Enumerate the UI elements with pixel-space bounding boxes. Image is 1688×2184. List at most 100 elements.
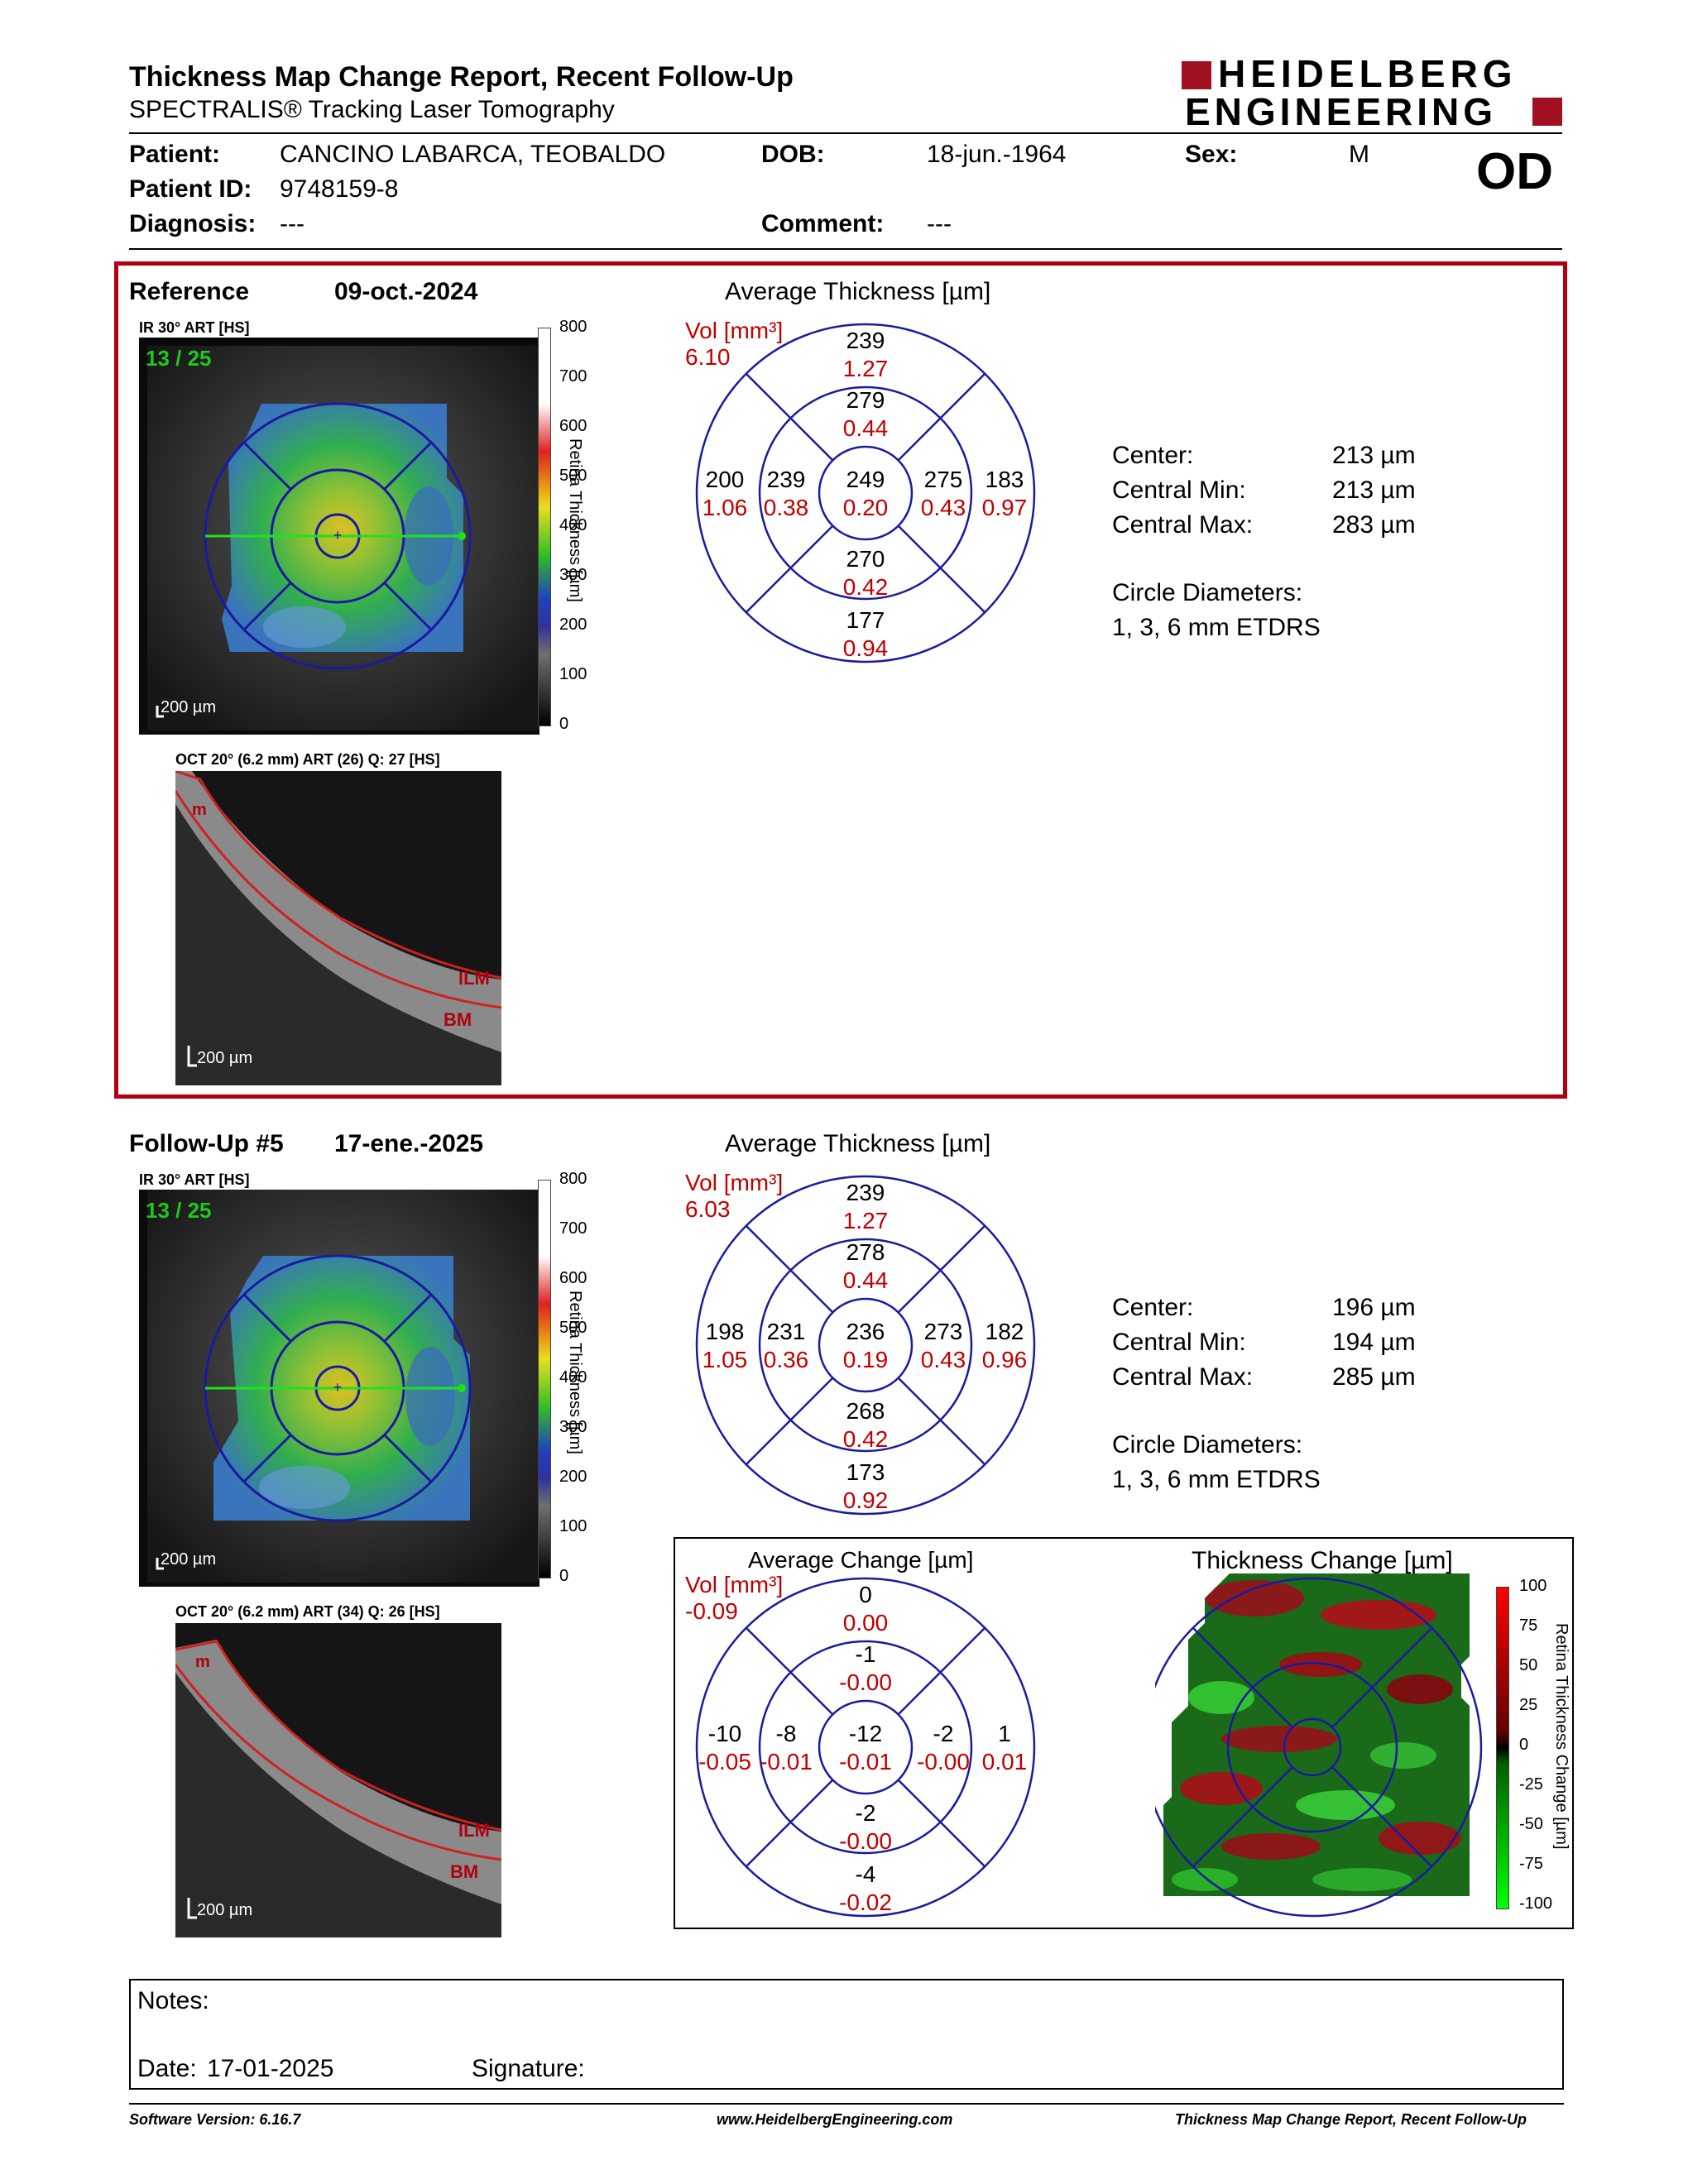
fu-center-value: 196 µm [1332,1294,1416,1321]
date-value: 17-01-2025 [207,2055,334,2082]
scale-tick: 700 [559,367,587,386]
fu-outer-nas-thickness: 198 [705,1319,745,1344]
fu-outer-temp-thickness: 182 [985,1319,1024,1344]
followup-vol-label: Vol [mm³] [685,1170,784,1195]
reference-ilm-label: ILM [458,968,490,989]
followup-bm-label: BM [450,1861,479,1882]
footer-url[interactable]: www.HeidelbergEngineering.com [717,2111,953,2128]
followup-oct-bscan [175,1623,501,1937]
fu-inner-inf-vol: 0.42 [842,1426,889,1452]
change-scale-tick: -50 [1519,1815,1543,1833]
chg-outer-temp-vol: 0.01 [981,1749,1028,1774]
scale-tick: 300 [559,1418,587,1436]
change-scale-tick: -25 [1519,1775,1543,1794]
fu-outer-nas-vol: 1.05 [702,1347,748,1372]
fu-min-value: 194 µm [1332,1329,1416,1356]
scale-tick: 600 [559,1269,587,1287]
patient-id: 9748159-8 [280,175,399,203]
fu-outer-sup-thickness: 239 [846,1180,885,1205]
reference-ir-image: + [139,338,539,735]
diagnosis-label: Diagnosis: [129,210,257,237]
scale-tick: 100 [559,665,587,683]
thickness-change-map [1155,1573,1483,1918]
fu-max-value: 285 µm [1332,1363,1416,1391]
scale-tick: 0 [559,1567,569,1585]
followup-frame-counter: 13 / 25 [146,1198,212,1223]
change-scale-tick: 100 [1519,1577,1547,1595]
sex-value: M [1349,141,1369,168]
scale-tick: 500 [559,467,587,485]
chg-inner-sup-vol: -0.00 [839,1669,892,1695]
chg-outer-inf-vol: -0.02 [839,1889,892,1915]
reference-vol-label: Vol [mm³] [685,318,784,343]
chg-outer-inf-thickness: -4 [855,1861,876,1887]
chg-center-thickness: -12 [848,1721,883,1746]
reference-vol-total: 6.10 [685,344,731,370]
notes-label[interactable]: Notes: [137,1987,209,2014]
ref-min-value: 213 µm [1332,477,1416,504]
scale-tick: 100 [559,1517,587,1535]
scale-tick: 200 [559,615,587,634]
ref-outer-inf-thickness: 177 [846,607,885,633]
ref-center-thickness: 249 [846,467,885,492]
signature-label[interactable]: Signature: [472,2055,585,2082]
patient-name: CANCINO LABARCA, TEOBALDO [280,141,666,168]
thickness-scale-title: Retina Thickness [µm] [566,438,584,602]
ref-center-label: Center: [1112,442,1194,469]
fu-inner-sup-vol: 0.44 [842,1267,889,1293]
thickness-scale-title: Retina Thickness [µm] [566,1291,584,1454]
chg-inner-sup-thickness: -1 [855,1641,876,1667]
chg-inner-temp-thickness: -2 [933,1721,954,1746]
dob-label: DOB: [761,141,825,168]
chg-outer-nas-thickness: -10 [707,1721,742,1746]
comment-value: --- [927,210,952,237]
chg-inner-inf-thickness: -2 [855,1800,876,1826]
followup-ir-label: IR 30° ART [HS] [139,1171,250,1188]
reference-frame-counter: 13 / 25 [146,346,212,371]
reference-oct-label: OCT 20° (6.2 mm) ART (26) Q: 27 [HS] [175,751,440,768]
chg-inner-temp-vol: -0.00 [917,1749,970,1774]
ref-inner-inf-vol: 0.42 [842,574,889,600]
change-box [674,1537,1574,1929]
change-vol-label: Vol [mm³] [685,1572,784,1597]
chg-center-vol: -0.01 [839,1749,892,1774]
change-scale-tick: 25 [1519,1696,1538,1714]
ref-inner-nas-vol: 0.38 [763,495,809,520]
chg-outer-sup-thickness: 0 [859,1582,872,1607]
scale-tick: 200 [559,1468,587,1486]
ref-inner-temp-thickness: 275 [923,467,963,492]
reference-thickness-scale [538,328,551,726]
ref-inner-inf-thickness: 270 [846,546,885,572]
fu-inner-nas-thickness: 231 [766,1319,806,1344]
fu-min-label: Central Min: [1112,1329,1246,1356]
chg-outer-temp-thickness: 1 [998,1721,1011,1746]
ref-inner-sup-vol: 0.44 [842,415,889,441]
ref-outer-inf-vol: 0.94 [842,635,889,661]
followup-thickness-scale [538,1180,551,1578]
fu-outer-temp-vol: 0.96 [981,1347,1028,1372]
followup-oct-scale: 200 µm [197,1901,253,1919]
scale-tick: 600 [559,417,587,435]
ref-outer-sup-thickness: 239 [846,328,885,353]
fu-inner-temp-vol: 0.43 [920,1347,966,1372]
scale-tick: 400 [559,516,587,534]
report-title: Thickness Map Change Report, Recent Foll… [129,61,794,93]
fu-diam-value: 1, 3, 6 mm ETDRS [1112,1466,1321,1493]
chg-inner-nas-thickness: -8 [775,1721,797,1746]
followup-date: 17-ene.-2025 [334,1130,484,1157]
reference-ir-label: IR 30° ART [HS] [139,319,250,336]
svg-text:+: + [333,1379,343,1396]
chg-outer-sup-vol: 0.00 [842,1610,889,1636]
fu-outer-inf-vol: 0.92 [842,1487,889,1513]
diagnosis-value: --- [280,210,305,237]
change-vol-total: -0.09 [685,1598,738,1624]
fu-inner-inf-thickness: 268 [846,1398,885,1424]
chg-outer-nas-vol: -0.05 [698,1749,751,1774]
eye-indicator: OD [1476,143,1553,200]
change-scale-tick: 50 [1519,1656,1538,1674]
chg-inner-nas-vol: -0.01 [760,1749,813,1774]
scale-tick: 800 [559,1170,587,1188]
reference-etdrs-grid [695,323,1036,663]
fu-max-label: Central Max: [1112,1363,1254,1391]
followup-ir-scale: 200 µm [161,1550,217,1569]
